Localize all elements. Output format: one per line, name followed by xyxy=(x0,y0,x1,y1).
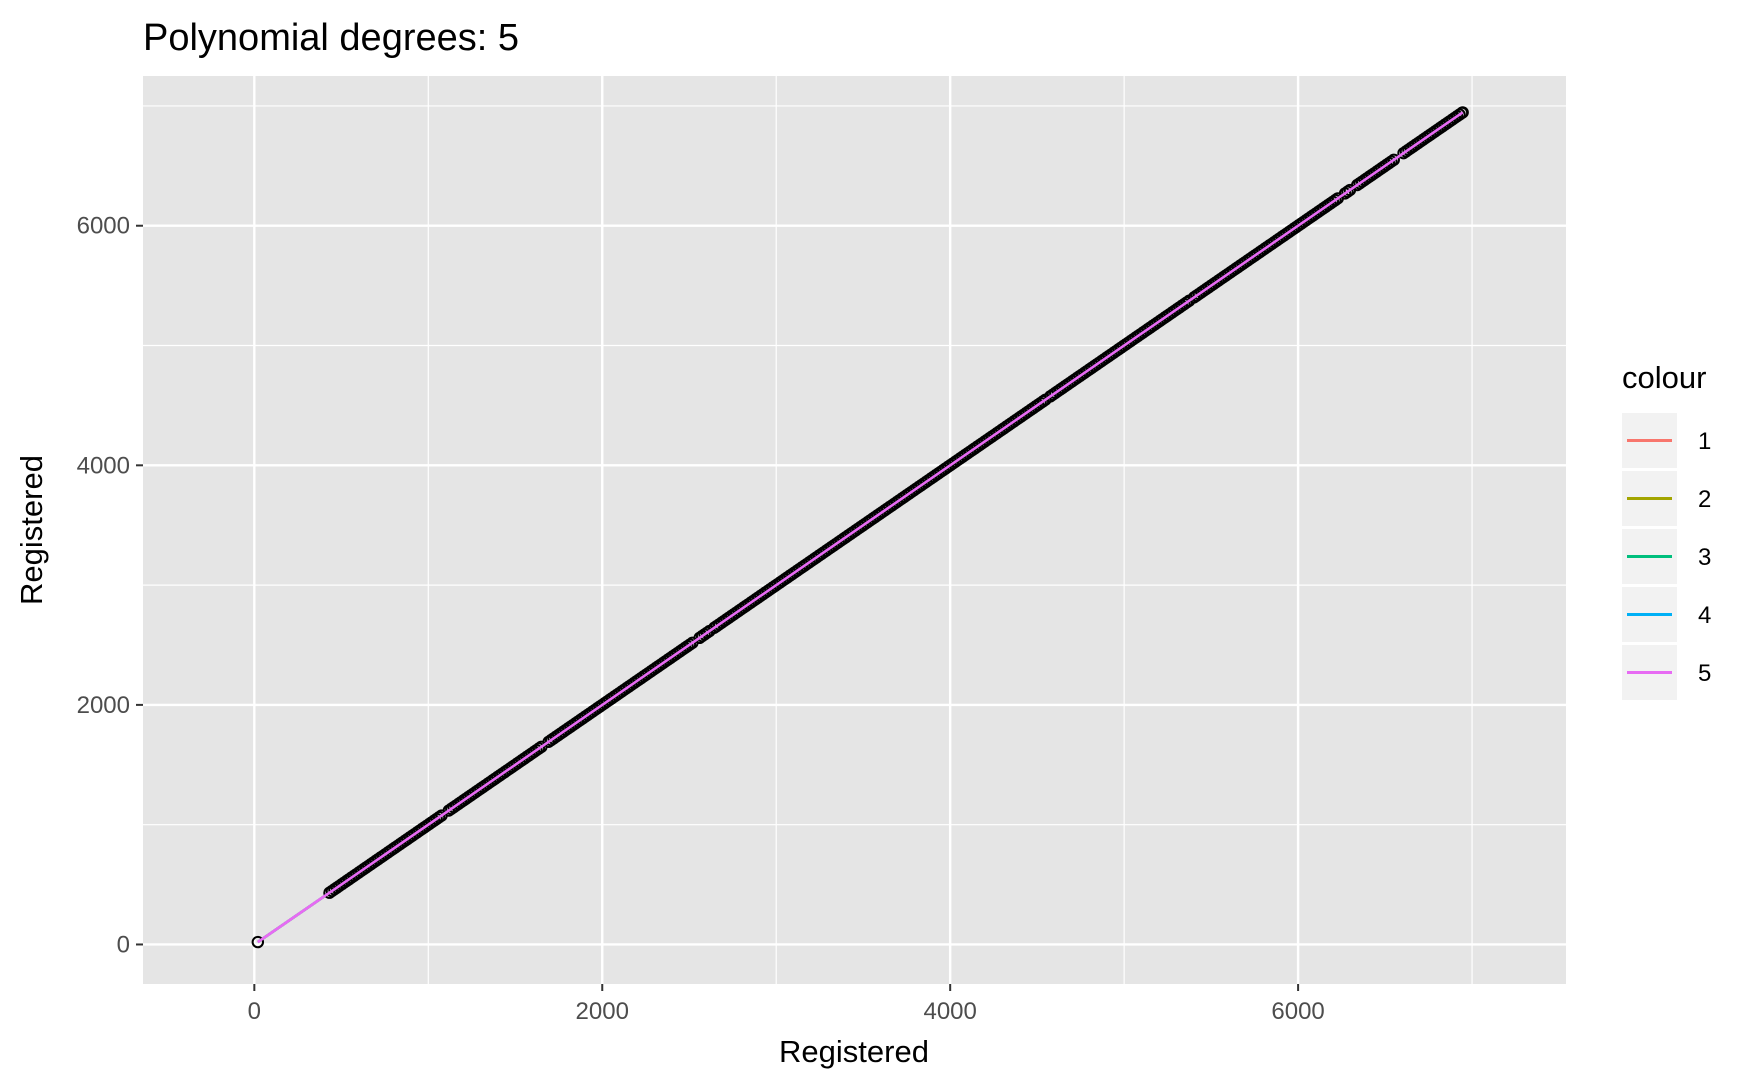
y-tick-label: 4000 xyxy=(77,452,130,479)
data-point xyxy=(1456,106,1469,119)
grid-major xyxy=(143,76,1566,984)
series-line-5-overlay xyxy=(257,111,1464,944)
x-axis-ticks: 0 2000 4000 6000 xyxy=(248,984,1325,1025)
x-axis-title: Registered xyxy=(779,1034,929,1069)
x-tick-label: 6000 xyxy=(1271,998,1324,1025)
y-axis-ticks: 0 2000 4000 6000 xyxy=(77,213,143,958)
legend-label: 4 xyxy=(1698,602,1711,629)
legend-keys: 1 2 3 4 5 xyxy=(1622,413,1711,700)
chart-title: Polynomial degrees: 5 xyxy=(143,17,519,59)
legend-label: 5 xyxy=(1698,660,1711,687)
legend-label: 3 xyxy=(1698,544,1711,571)
data-point xyxy=(251,935,265,949)
y-tick-label: 2000 xyxy=(77,692,130,719)
points-layer xyxy=(251,106,1469,949)
y-tick-label: 0 xyxy=(117,931,130,958)
y-tick-label: 6000 xyxy=(77,213,130,240)
legend-title: colour xyxy=(1622,360,1706,395)
grid-minor xyxy=(143,76,1566,984)
x-tick-label: 0 xyxy=(248,998,261,1025)
y-axis-title: Registered xyxy=(14,455,49,605)
legend-label: 2 xyxy=(1698,486,1711,513)
x-tick-label: 4000 xyxy=(923,998,976,1025)
x-tick-label: 2000 xyxy=(576,998,629,1025)
legend-label: 1 xyxy=(1698,428,1711,455)
data-point xyxy=(1387,153,1400,167)
legend: colour 1 2 3 4 5 xyxy=(1622,360,1711,700)
